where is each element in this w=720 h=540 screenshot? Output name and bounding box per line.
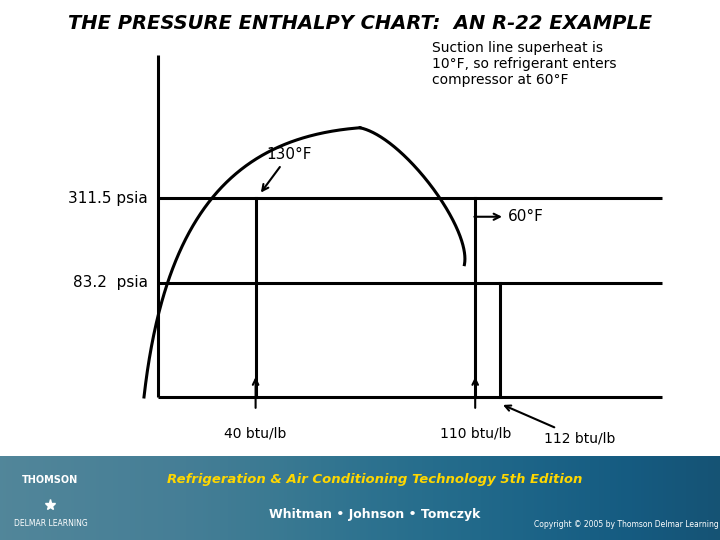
Text: 110 btu/lb: 110 btu/lb: [439, 427, 511, 441]
Text: 60°F: 60°F: [474, 209, 544, 224]
Text: THE PRESSURE ENTHALPY CHART:  AN R-22 EXAMPLE: THE PRESSURE ENTHALPY CHART: AN R-22 EXA…: [68, 14, 652, 33]
Text: Suction line superheat is
10°F, so refrigerant enters
compressor at 60°F: Suction line superheat is 10°F, so refri…: [432, 41, 616, 87]
Text: 112 btu/lb: 112 btu/lb: [505, 406, 615, 445]
Text: Refrigeration & Air Conditioning Technology 5th Edition: Refrigeration & Air Conditioning Technol…: [167, 473, 582, 486]
Text: THOMSON: THOMSON: [22, 475, 78, 485]
Text: DELMAR LEARNING: DELMAR LEARNING: [14, 519, 87, 528]
Text: Copyright © 2005 by Thomson Delmar Learning: Copyright © 2005 by Thomson Delmar Learn…: [534, 521, 719, 529]
Text: 130°F: 130°F: [262, 147, 312, 191]
Text: 83.2  psia: 83.2 psia: [73, 275, 148, 291]
Text: Whitman • Johnson • Tomczyk: Whitman • Johnson • Tomczyk: [269, 508, 480, 522]
Text: 311.5 psia: 311.5 psia: [68, 191, 148, 206]
Text: 40 btu/lb: 40 btu/lb: [225, 427, 287, 441]
